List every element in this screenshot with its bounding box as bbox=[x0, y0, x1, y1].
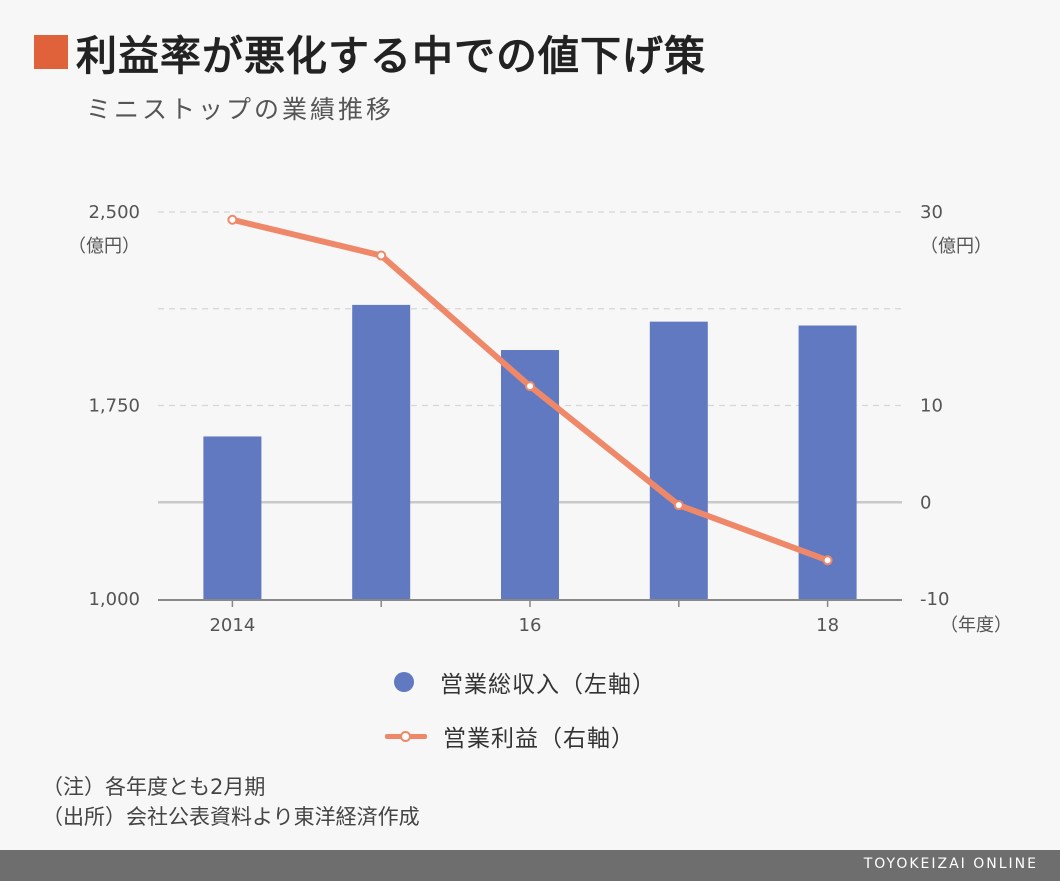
right-tick-label: 0 bbox=[920, 492, 931, 513]
title-accent-square bbox=[34, 35, 68, 69]
bar bbox=[501, 350, 559, 599]
bar bbox=[352, 304, 411, 599]
x-axis-unit: （年度） bbox=[940, 615, 1012, 636]
footer-brand: TOYOKEIZAI ONLINE bbox=[863, 856, 1038, 872]
profit-point bbox=[822, 555, 833, 566]
chart-title: 利益率が悪化する中での値下げ策 bbox=[76, 32, 706, 80]
left-tick-label: 1,000 bbox=[88, 589, 140, 610]
legend-bar-label: 営業総収入（左軸） bbox=[440, 672, 656, 698]
bar bbox=[649, 321, 708, 599]
x-tick-label: 16 bbox=[519, 615, 542, 636]
bar bbox=[203, 436, 262, 599]
left-tick-label: 1,750 bbox=[88, 396, 140, 417]
legend-item-profit: 営業利益（右軸） bbox=[385, 718, 656, 754]
title-block: 利益率が悪化する中での値下げ策 bbox=[34, 22, 706, 82]
left-axis-unit: （億円） bbox=[68, 236, 140, 257]
right-tick-label: 30 bbox=[920, 202, 943, 223]
legend: 営業総収入（左軸） 営業利益（右軸） bbox=[385, 664, 656, 772]
note-period: （注）各年度とも2月期 bbox=[42, 775, 266, 799]
legend-line-swatch bbox=[385, 726, 427, 746]
footer-bar: TOYOKEIZAI ONLINE bbox=[0, 850, 1060, 881]
right-tick-label: -10 bbox=[920, 589, 949, 610]
notes: （注）各年度とも2月期 （出所）会社公表資料より東洋経済作成 bbox=[42, 772, 420, 832]
x-tick-label: 18 bbox=[816, 615, 839, 636]
profit-point bbox=[227, 214, 238, 225]
right-tick-label: 10 bbox=[920, 396, 943, 417]
x-tick-label: 2014 bbox=[209, 615, 255, 636]
chart-subtitle: ミニストップの業績推移 bbox=[86, 95, 395, 124]
chart-plot: 1,000 1,750 2,500 （億円） -10 0 10 30 （億円） 2014 16 18 （… bbox=[68, 202, 1012, 636]
profit-point bbox=[673, 500, 684, 511]
note-source: （出所）会社公表資料より東洋経済作成 bbox=[42, 805, 420, 829]
legend-line-label: 営業利益（右軸） bbox=[443, 726, 635, 752]
right-axis-unit: （億円） bbox=[920, 236, 992, 257]
profit-point bbox=[376, 250, 387, 261]
legend-bar-swatch bbox=[394, 672, 414, 692]
profit-point bbox=[525, 381, 535, 392]
legend-item-revenue: 営業総収入（左軸） bbox=[385, 664, 656, 700]
left-tick-label: 2,500 bbox=[88, 202, 140, 223]
